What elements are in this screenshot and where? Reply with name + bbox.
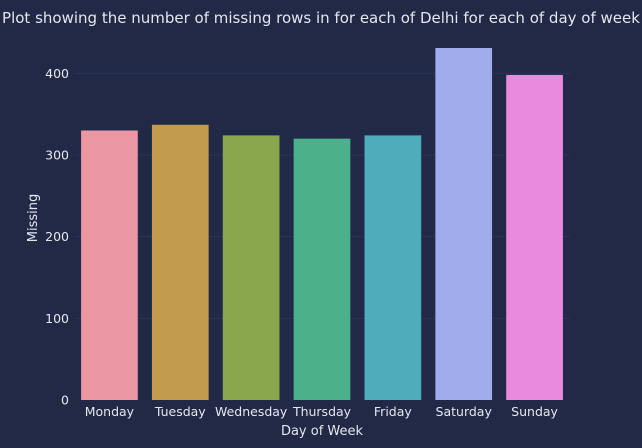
bar-monday (81, 130, 138, 400)
x-tick-label: Tuesday (154, 404, 206, 419)
bar-tuesday (151, 124, 209, 401)
y-tick-label: 0 (61, 393, 69, 408)
y-tick-labels: 0 100 200 300 400 (45, 66, 69, 408)
x-axis-label: Day of Week (281, 424, 364, 439)
y-axis-label: Missing (26, 194, 41, 242)
bar-wednesday (222, 135, 280, 401)
y-tick-label: 200 (45, 229, 69, 244)
bars (81, 48, 563, 401)
x-tick-label: Thursday (292, 404, 352, 419)
x-tick-label: Wednesday (215, 404, 288, 419)
x-tick-label: Saturday (436, 404, 493, 419)
x-tick-label: Friday (374, 404, 412, 419)
y-tick-label: 300 (45, 147, 69, 162)
bar-sunday (506, 74, 563, 400)
x-tick-labels: Monday Tuesday Wednesday Thursday Friday Satu… (85, 404, 559, 419)
bar-thursday (293, 138, 351, 400)
y-tick-label: 400 (45, 66, 69, 81)
bar-friday (364, 135, 422, 401)
y-tick-label: 100 (45, 311, 69, 326)
x-tick-label: Monday (85, 404, 135, 419)
chart-title: Plot showing the number of missing rows … (2, 9, 640, 27)
x-tick-label: Sunday (511, 404, 558, 419)
bar-saturday (435, 48, 493, 400)
